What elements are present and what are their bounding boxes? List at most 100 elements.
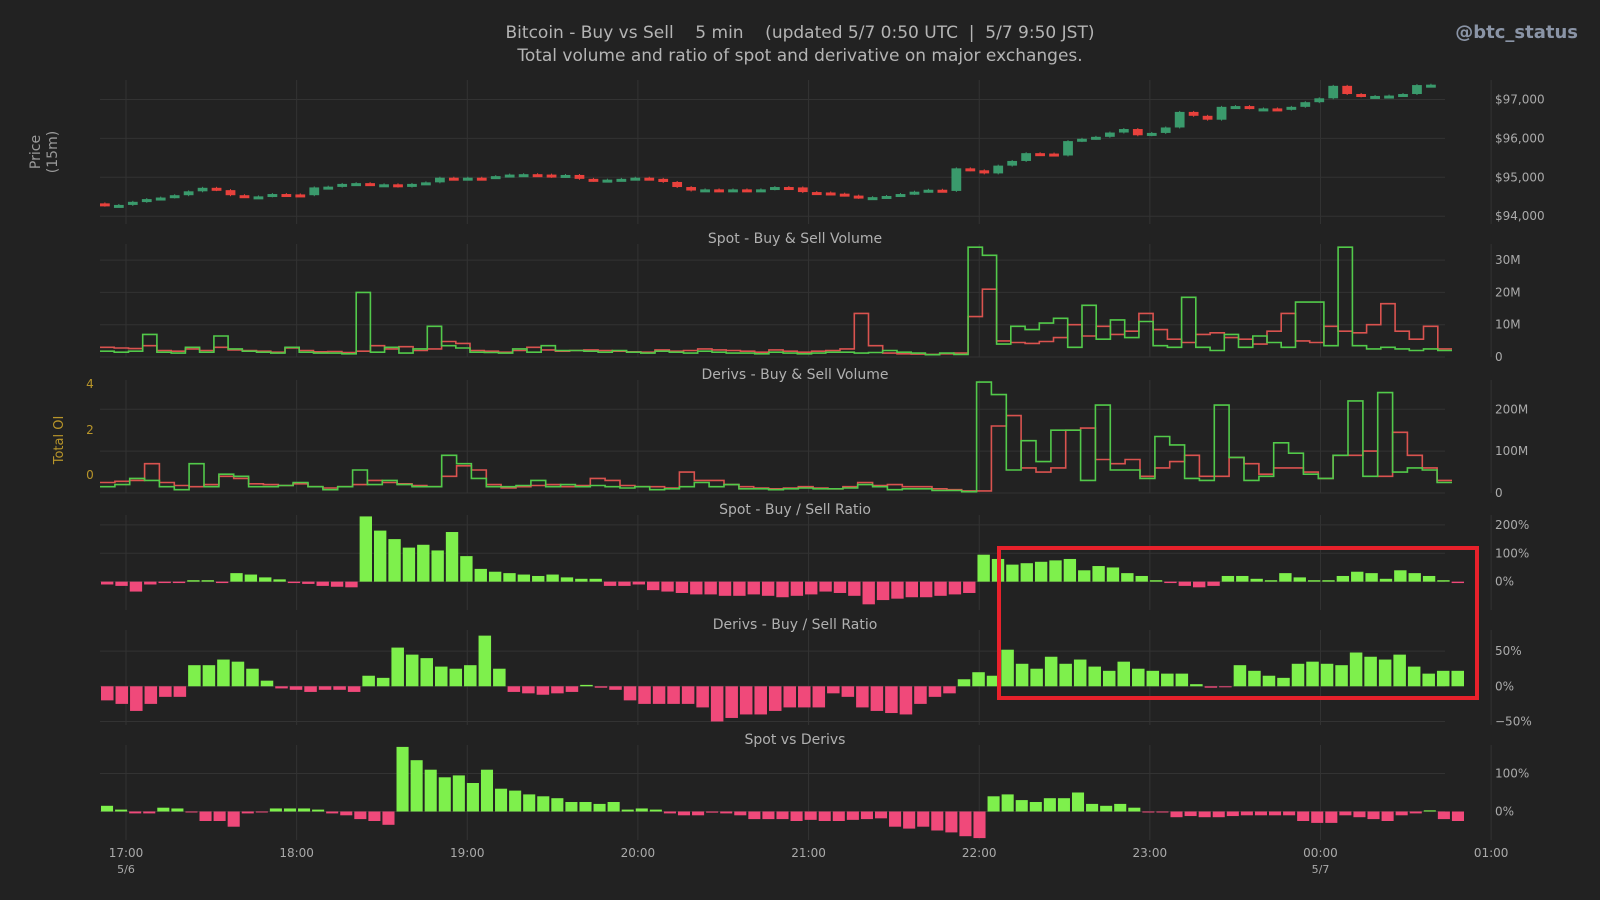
candle: [518, 174, 529, 178]
ratio-bar: [171, 808, 184, 812]
ratio-bar: [848, 581, 861, 596]
ratio-bar: [1219, 686, 1232, 688]
candle: [1160, 127, 1171, 133]
ratio-bar: [269, 808, 282, 812]
ratio-bar: [1422, 575, 1436, 582]
ratio-bar: [963, 581, 976, 593]
ratio-bar: [1451, 811, 1464, 821]
candle: [937, 189, 948, 193]
ratio-bar: [333, 686, 346, 690]
ratio-bar: [480, 769, 494, 812]
oi-tick-label: 4: [86, 377, 94, 391]
oi-tick-label: 0: [86, 468, 94, 482]
ratio-bar: [129, 581, 143, 592]
ratio-bar: [1059, 663, 1072, 687]
candle: [476, 177, 487, 181]
ratio-bar: [579, 802, 592, 812]
ratio-bar: [283, 808, 297, 812]
candle: [1342, 85, 1353, 95]
ratio-bar: [376, 677, 390, 687]
candle: [1202, 115, 1213, 120]
ratio-bar: [359, 516, 372, 582]
y-tick-label: −50%: [1495, 714, 1532, 728]
volume-series-line: [100, 381, 1452, 493]
ratio-bar: [517, 574, 531, 582]
candle: [644, 177, 655, 181]
x-tick-label: 17:00: [109, 846, 144, 860]
x-tick-label: 23:00: [1133, 846, 1168, 860]
ratio-bar: [330, 581, 344, 587]
ratio-bar: [185, 811, 198, 813]
y-tick-label: $95,000: [1495, 170, 1545, 184]
candle: [1272, 108, 1283, 112]
ratio-bar: [876, 581, 890, 601]
ratio-bar: [580, 684, 593, 687]
ratio-bar: [565, 802, 578, 812]
ratio-bar: [227, 811, 240, 827]
ratio-bar: [424, 769, 437, 812]
ratio-bar: [798, 686, 811, 708]
ratio-bar: [101, 686, 114, 701]
ratio-bar: [1030, 668, 1043, 687]
author-handle[interactable]: @btc_status: [1455, 22, 1578, 43]
ratio-bar: [677, 811, 691, 816]
candle: [700, 189, 710, 193]
ratio-bar: [434, 666, 448, 687]
ratio-bar: [973, 811, 986, 839]
ratio-bar: [874, 811, 888, 819]
ratio-bar: [725, 686, 738, 718]
ratio-bar: [1367, 811, 1380, 820]
x-tick-label: 20:00: [621, 846, 656, 860]
candle: [1328, 85, 1339, 99]
x-tick-label: 22:00: [962, 846, 997, 860]
ratio-bar: [115, 686, 129, 704]
ratio-bar: [1248, 670, 1261, 687]
ratio-bar: [1250, 578, 1263, 582]
ratio-bar: [173, 686, 187, 697]
candle: [853, 195, 864, 199]
ratio-bar: [1451, 670, 1464, 687]
y-tick-label: 0%: [1495, 805, 1514, 819]
candle: [100, 203, 110, 207]
candle: [309, 187, 320, 196]
candle: [1286, 106, 1297, 110]
candle: [323, 186, 334, 190]
candle: [867, 197, 878, 201]
ratio-bar: [213, 811, 226, 821]
ratio-bar: [891, 581, 904, 599]
ratio-bar: [690, 581, 703, 595]
ratio-bar: [241, 811, 254, 814]
ratio-bar: [1114, 803, 1127, 812]
ratio-bar: [1381, 811, 1394, 821]
candle: [1230, 106, 1241, 110]
candle: [1132, 129, 1143, 136]
ratio-bar: [948, 581, 962, 595]
ratio-bar: [1307, 580, 1321, 582]
ratio-bar: [914, 686, 927, 704]
panel-title: Derivs - Buy / Sell Ratio: [713, 617, 878, 633]
candle: [1049, 153, 1059, 157]
candle: [630, 177, 641, 181]
candle: [155, 197, 166, 201]
ratio-bar: [704, 581, 717, 595]
ratio-bar: [1322, 580, 1335, 582]
ratio-bar: [1268, 811, 1282, 816]
y-tick-label: 100%: [1495, 767, 1529, 781]
ratio-bar: [812, 686, 826, 708]
ratio-bar: [402, 547, 416, 582]
ratio-bar: [819, 581, 832, 592]
candle: [1118, 129, 1129, 133]
ratio-bar: [158, 581, 171, 584]
candle: [169, 195, 180, 199]
ratio-bar: [1212, 811, 1225, 818]
ratio-bar: [382, 811, 395, 825]
ratio-bar: [957, 679, 971, 687]
ratio-bar: [833, 581, 847, 593]
ratio-bar: [862, 581, 875, 605]
candle: [686, 187, 697, 191]
ratio-bar: [1240, 811, 1253, 816]
ratio-bar: [1001, 794, 1014, 812]
ratio-bar: [417, 544, 430, 582]
ratio-bar: [187, 580, 200, 582]
candle: [183, 191, 194, 196]
